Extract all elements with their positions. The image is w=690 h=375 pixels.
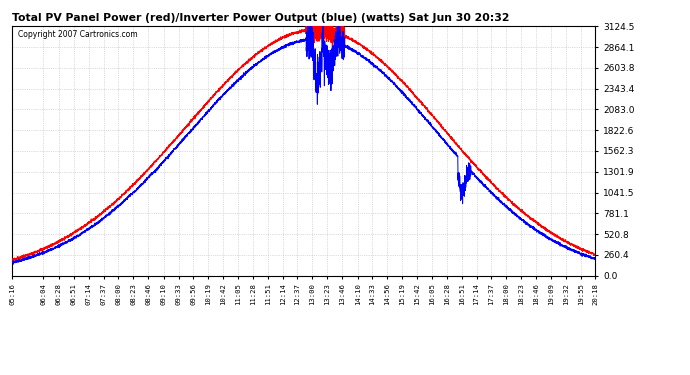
Text: Total PV Panel Power (red)/Inverter Power Output (blue) (watts) Sat Jun 30 20:32: Total PV Panel Power (red)/Inverter Powe… [12,13,510,23]
Text: Copyright 2007 Cartronics.com: Copyright 2007 Cartronics.com [18,30,138,39]
